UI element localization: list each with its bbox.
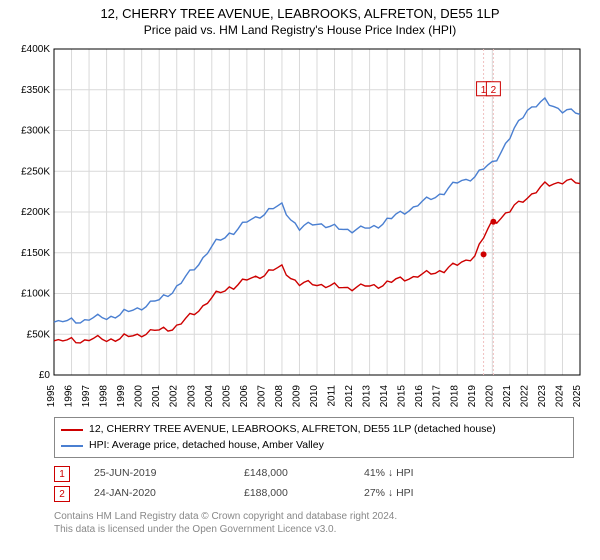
marker-delta: 27% ↓ HPI [364,484,484,504]
svg-text:2016: 2016 [414,384,425,407]
chart-title: 12, CHERRY TREE AVENUE, LEABROOKS, ALFRE… [10,6,590,23]
marker-row: 2 24-JAN-2020 £188,000 27% ↓ HPI [54,484,590,504]
marker-row: 1 25-JUN-2019 £148,000 41% ↓ HPI [54,464,590,484]
svg-text:£0: £0 [39,370,51,381]
svg-text:2014: 2014 [379,384,390,407]
svg-text:£400K: £400K [21,44,50,55]
footer-line: This data is licensed under the Open Gov… [54,523,590,536]
legend-swatch [61,429,83,431]
marker-badge: 1 [54,466,70,482]
svg-text:2012: 2012 [344,384,355,407]
chart-container: 12, CHERRY TREE AVENUE, LEABROOKS, ALFRE… [0,0,600,560]
svg-text:2024: 2024 [554,384,565,407]
legend-label: HPI: Average price, detached house, Ambe… [89,438,324,454]
legend-item: 12, CHERRY TREE AVENUE, LEABROOKS, ALFRE… [61,422,567,438]
svg-text:£200K: £200K [21,207,50,218]
svg-text:2000: 2000 [134,384,145,407]
svg-text:2011: 2011 [327,384,338,406]
svg-text:2022: 2022 [519,384,530,407]
legend-swatch [61,445,83,447]
svg-text:1995: 1995 [46,384,57,407]
svg-text:2008: 2008 [274,384,285,407]
svg-text:2007: 2007 [256,384,267,407]
svg-text:2015: 2015 [397,384,408,407]
chart-subtitle: Price paid vs. HM Land Registry's House … [10,23,590,37]
footer-line: Contains HM Land Registry data © Crown c… [54,510,590,523]
marker-date: 24-JAN-2020 [94,484,244,504]
marker-price: £188,000 [244,484,364,504]
svg-text:2019: 2019 [467,384,478,407]
svg-text:£250K: £250K [21,166,50,177]
legend-item: HPI: Average price, detached house, Ambe… [61,438,567,454]
svg-text:1999: 1999 [116,384,127,407]
svg-text:2: 2 [491,85,497,96]
svg-text:2006: 2006 [239,384,250,407]
svg-text:£300K: £300K [21,125,50,136]
marker-table: 1 25-JUN-2019 £148,000 41% ↓ HPI 2 24-JA… [54,464,590,504]
svg-text:2020: 2020 [484,384,495,407]
svg-text:2023: 2023 [537,384,548,407]
legend-label: 12, CHERRY TREE AVENUE, LEABROOKS, ALFRE… [89,422,496,438]
svg-text:£350K: £350K [21,85,50,96]
svg-text:2018: 2018 [449,384,460,407]
footer: Contains HM Land Registry data © Crown c… [54,510,590,536]
marker-date: 25-JUN-2019 [94,464,244,484]
svg-text:2017: 2017 [432,384,443,407]
svg-text:2003: 2003 [186,384,197,407]
svg-text:2025: 2025 [572,384,583,407]
svg-text:2001: 2001 [151,384,162,407]
marker-price: £148,000 [244,464,364,484]
marker-badge: 2 [54,486,70,502]
svg-text:2005: 2005 [221,384,232,407]
chart-plot: £0 £50K £100K £150K £200K £250K £300K £350K £400… [10,43,590,413]
svg-text:£100K: £100K [21,288,50,299]
svg-text:2013: 2013 [362,384,373,407]
svg-text:1998: 1998 [99,384,110,407]
svg-text:2021: 2021 [502,384,513,407]
svg-text:£50K: £50K [27,329,51,340]
svg-text:2009: 2009 [291,384,302,407]
svg-text:2002: 2002 [169,384,180,407]
marker-delta: 41% ↓ HPI [364,464,484,484]
legend: 12, CHERRY TREE AVENUE, LEABROOKS, ALFRE… [54,417,574,459]
svg-text:1997: 1997 [81,384,92,407]
svg-text:2010: 2010 [309,384,320,407]
svg-text:1996: 1996 [64,384,75,407]
svg-text:£150K: £150K [21,248,50,259]
svg-text:2004: 2004 [204,384,215,407]
